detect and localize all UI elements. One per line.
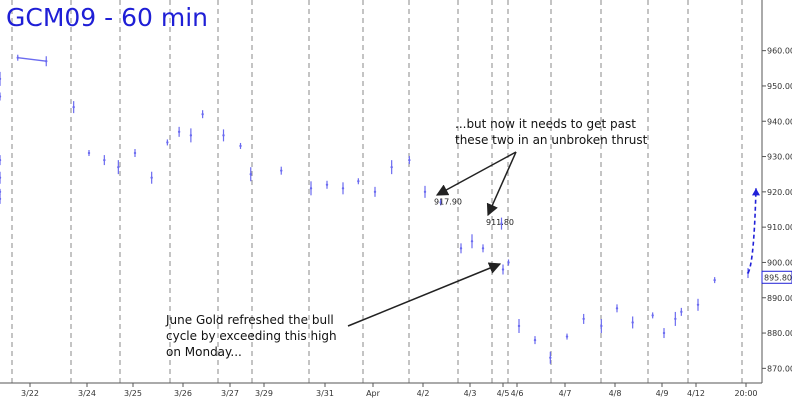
price-point — [507, 261, 510, 264]
price-point — [582, 317, 585, 321]
y-tick-label: 880.00 — [767, 329, 792, 338]
annotation-arrow-top-left — [435, 151, 517, 196]
price-point — [713, 278, 716, 282]
price-point — [459, 247, 463, 250]
x-tick-label: 4/9 — [656, 389, 669, 398]
price-point — [565, 335, 569, 338]
price-point — [325, 183, 329, 186]
price-point — [87, 151, 91, 155]
x-tick-label: 20:00 — [734, 389, 757, 398]
price-point — [674, 317, 677, 321]
price-level-label: 911.80 — [486, 218, 514, 227]
annotation-text-bottom: cycle by exceeding this high — [166, 329, 337, 343]
y-axis-ticks: 870.00 880.00 890.00 900.00 910.00 920.00 930.… — [762, 47, 792, 373]
x-tick-label: 3/27 — [221, 389, 239, 398]
price-point — [189, 134, 193, 137]
price-point — [549, 356, 552, 359]
annotation-text-top: ...but now it needs to get past — [455, 117, 636, 131]
price-point — [341, 187, 345, 190]
price-point — [651, 314, 654, 317]
y-tick-label: 950.00 — [767, 82, 792, 91]
price-point — [103, 158, 106, 162]
annotation-arrow-bottom — [347, 262, 502, 327]
y-tick-label: 930.00 — [767, 153, 792, 162]
y-tick-label: 910.00 — [767, 223, 792, 232]
price-point — [600, 324, 603, 328]
projection-arrowhead — [752, 188, 760, 196]
x-axis-ticks: 3/22 3/24 3/25 3/26 3/27 3/29 3/31 Apr 4/2 4/3 4/5… — [21, 383, 758, 398]
x-tick-label: 4/2 — [417, 389, 430, 398]
annotation-text-bottom: on Monday... — [166, 345, 242, 359]
price-point — [390, 165, 393, 169]
x-tick-label: 3/26 — [174, 389, 192, 398]
price-point — [357, 180, 360, 183]
price-point — [696, 303, 700, 307]
x-tick-label: Apr — [366, 389, 381, 398]
price-point — [680, 310, 683, 314]
price-point — [0, 158, 2, 162]
price-point — [72, 105, 75, 109]
price-point — [0, 176, 2, 179]
x-tick-label: 3/31 — [316, 389, 334, 398]
price-point — [309, 187, 313, 190]
annotations: 917.90 911.80 ...but now it needs to get p… — [165, 117, 648, 359]
x-tick-label: 4/8 — [609, 389, 622, 398]
y-tick-label: 900.00 — [767, 258, 792, 267]
price-point — [631, 321, 634, 324]
price-point — [150, 176, 153, 179]
y-tick-label: 920.00 — [767, 188, 792, 197]
last-price-label: 895.80 — [764, 273, 792, 282]
y-tick-label: 940.00 — [767, 117, 792, 126]
x-tick-label: 4/3 — [464, 389, 477, 398]
annotation-arrow-top-right — [486, 151, 517, 217]
x-tick-label: 4/12 — [687, 389, 705, 398]
x-tick-label: 4/5 — [497, 389, 510, 398]
price-point — [517, 324, 521, 328]
price-point — [239, 144, 242, 148]
price-point — [501, 268, 505, 271]
price-point — [117, 165, 120, 169]
price-point — [500, 222, 503, 225]
y-tick-label: 960.00 — [767, 47, 792, 56]
x-tick-label: 3/24 — [78, 389, 96, 398]
price-point — [662, 331, 666, 335]
projection-arrow — [747, 188, 757, 274]
price-point — [201, 112, 204, 116]
price-point — [470, 240, 474, 243]
y-tick-label: 870.00 — [767, 364, 792, 373]
price-point — [166, 141, 169, 144]
annotation-text-top: these two in an unbroken thrust — [455, 133, 648, 147]
price-point — [133, 151, 137, 155]
price-point — [373, 190, 377, 194]
x-tick-label: 4/7 — [559, 389, 572, 398]
price-point — [423, 190, 427, 194]
price-point — [0, 190, 2, 194]
price-point — [280, 169, 283, 172]
chart-title: GCM09 - 60 min — [6, 3, 208, 32]
x-tick-label: 3/29 — [255, 389, 273, 398]
x-tick-label: 3/25 — [124, 389, 142, 398]
y-tick-label: 890.00 — [767, 294, 792, 303]
price-point — [222, 134, 225, 137]
price-point — [249, 173, 252, 176]
price-point — [439, 201, 442, 204]
price-point — [177, 130, 181, 134]
price-level-label: 917.90 — [434, 197, 462, 206]
annotation-text-bottom: June Gold refreshed the bull — [165, 313, 334, 327]
price-line — [17, 57, 47, 62]
price-point — [408, 158, 411, 162]
price-point — [533, 338, 537, 342]
x-tick-label: 3/22 — [21, 389, 39, 398]
price-point — [0, 197, 2, 201]
price-point — [0, 77, 2, 81]
price-series: 895.80 — [0, 54, 792, 364]
price-point — [0, 95, 2, 98]
price-point — [481, 247, 485, 250]
x-tick-label: 4/6 — [511, 389, 524, 398]
last-price-box — [761, 270, 792, 284]
price-point — [615, 307, 619, 310]
